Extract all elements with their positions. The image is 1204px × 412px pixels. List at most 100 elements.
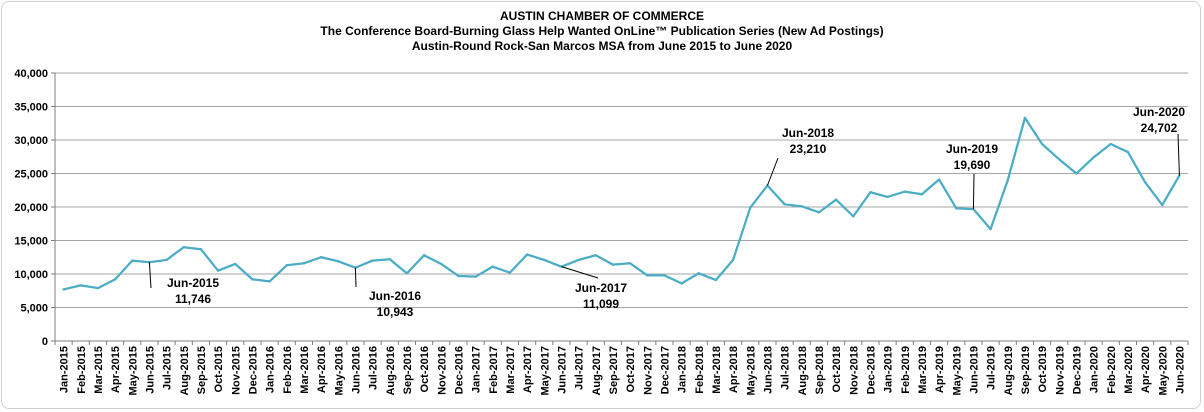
y-tick-label: 20,000 xyxy=(14,202,48,214)
y-tick-label: 25,000 xyxy=(14,169,48,181)
x-tick-label: Nov-2019 xyxy=(1054,346,1066,395)
data-point xyxy=(834,198,838,201)
data-point xyxy=(131,259,134,262)
data-point xyxy=(113,278,117,281)
annotation-label: Jun-2018 xyxy=(782,126,834,140)
x-tick-label: Apr-2019 xyxy=(934,346,946,393)
annotations: Jun-2015 11,746 Jun-2016 10,943 Jun-2017 11,0… xyxy=(148,105,1185,319)
data-point xyxy=(628,262,632,265)
annotation-label: Jun-2019 xyxy=(946,142,998,156)
x-tick-label: Jan-2019 xyxy=(883,346,895,393)
x-tick-label: May-2016 xyxy=(333,346,345,396)
x-tick-label: Jun-2018 xyxy=(762,346,774,394)
data-point xyxy=(903,190,906,193)
x-tick-label: Dec-2015 xyxy=(247,346,259,394)
annotation-leader xyxy=(561,266,599,279)
x-tick-label: Jan-2015 xyxy=(59,346,71,393)
x-tick-label: Jan-2018 xyxy=(677,346,689,393)
x-tick-label: Mar-2018 xyxy=(711,346,723,394)
data-point xyxy=(440,262,443,266)
data-point xyxy=(251,278,254,281)
data-point xyxy=(714,278,718,282)
data-point xyxy=(199,248,203,251)
x-tick-label: Oct-2018 xyxy=(831,346,843,392)
x-tick-label: May-2018 xyxy=(745,346,757,396)
x-tick-label: Oct-2019 xyxy=(1037,346,1049,392)
x-tick-label: Sep-2017 xyxy=(608,346,620,394)
x-tick-label: May-2017 xyxy=(539,346,551,396)
data-point xyxy=(869,191,872,194)
data-point xyxy=(989,227,992,231)
data-point xyxy=(1040,142,1044,146)
data-point xyxy=(577,258,580,262)
data-point xyxy=(1143,181,1147,184)
x-tick-label: Jan-2016 xyxy=(265,346,277,393)
x-tick-label: Dec-2019 xyxy=(1071,346,1083,394)
x-tick-label: Mar-2015 xyxy=(93,346,105,394)
x-tick-label: Nov-2017 xyxy=(642,346,654,395)
x-tick-label: Jul-2015 xyxy=(162,346,174,390)
x-tick-label: Apr-2015 xyxy=(110,346,122,393)
data-point xyxy=(663,274,666,277)
data-point xyxy=(302,262,306,265)
data-point xyxy=(1058,158,1061,161)
data-point xyxy=(405,272,409,275)
x-tick-label: Aug-2018 xyxy=(797,346,809,396)
x-tick-label: Nov-2018 xyxy=(848,346,860,395)
data-point xyxy=(680,282,683,285)
annotation-value: 24,702 xyxy=(1141,121,1178,135)
x-tick-label: Apr-2016 xyxy=(316,346,328,393)
x-tick-label: Aug-2019 xyxy=(1003,346,1015,396)
data-point xyxy=(525,253,529,256)
annotation-label: Jun-2015 xyxy=(167,276,219,290)
data-point xyxy=(1161,203,1164,207)
data-point xyxy=(354,266,357,269)
data-point xyxy=(852,215,855,218)
data-point xyxy=(697,272,700,275)
series-line xyxy=(63,116,1181,291)
x-tick-label: Mar-2016 xyxy=(299,346,311,394)
annotation-leader xyxy=(972,173,975,210)
data-point xyxy=(731,258,735,262)
x-tick-label: Jun-2015 xyxy=(144,346,156,394)
x-tick-label: Apr-2018 xyxy=(728,346,740,393)
x-tick-label: Mar-2019 xyxy=(917,346,929,394)
chart-title: AUSTIN CHAMBER OF COMMERCE xyxy=(500,9,704,23)
annotation-label: Jun-2017 xyxy=(575,281,627,295)
x-tick-label: Dec-2018 xyxy=(865,346,877,394)
data-point xyxy=(285,264,288,267)
data-point xyxy=(79,284,82,287)
x-tick-label: Jun-2016 xyxy=(350,346,362,394)
x-tick-label: Jan-2017 xyxy=(471,346,483,393)
annotation-leader xyxy=(148,262,152,289)
data-point xyxy=(937,178,941,181)
data-point xyxy=(783,203,786,206)
annotation-leader xyxy=(354,267,357,288)
y-tick-label: 40,000 xyxy=(14,68,48,80)
x-tick-label: Jul-2017 xyxy=(574,346,586,390)
x-tick-label: Feb-2017 xyxy=(488,346,500,394)
y-tick-label: 35,000 xyxy=(14,102,48,114)
x-tick-label: Nov-2015 xyxy=(230,346,242,395)
annotation-leader xyxy=(766,157,779,186)
data-point xyxy=(1178,174,1181,177)
data-point xyxy=(388,258,391,261)
data-point xyxy=(1126,150,1130,154)
x-tick-label: May-2015 xyxy=(127,346,139,396)
x-tick-label: Jul-2018 xyxy=(780,346,792,390)
data-point xyxy=(594,254,597,257)
x-tick-label: Sep-2016 xyxy=(402,346,414,394)
data-point xyxy=(234,262,237,266)
y-tick-label: 5,000 xyxy=(20,303,48,315)
data-point xyxy=(1075,172,1078,175)
gridlines xyxy=(55,72,1188,308)
x-tick-label: Jun-2017 xyxy=(556,346,568,394)
data-point xyxy=(268,280,271,283)
x-axis: Jan-2015 Feb-2015 Mar-2015 Apr-2015 May-2015… xyxy=(54,340,1189,396)
annotation-value: 19,690 xyxy=(954,158,991,172)
x-tick-label: Apr-2017 xyxy=(522,346,534,393)
y-tick-label: 15,000 xyxy=(14,236,48,248)
x-tick-label: Feb-2016 xyxy=(282,346,294,394)
y-tick-label: 10,000 xyxy=(14,269,48,281)
